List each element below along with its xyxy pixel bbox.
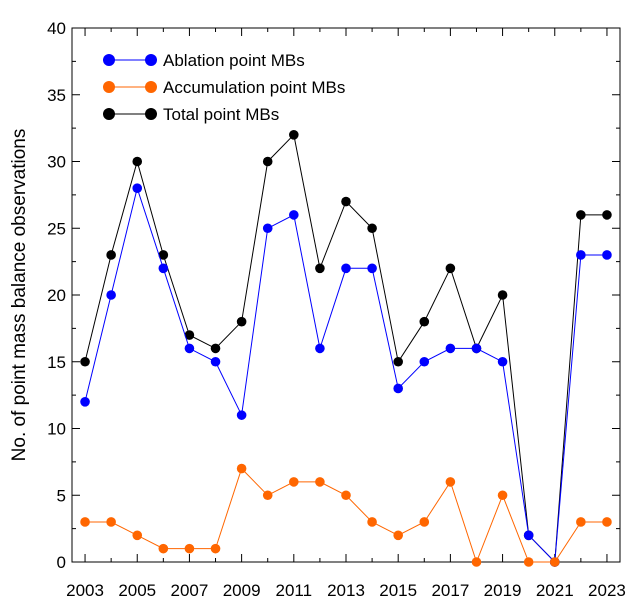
data-point <box>576 250 586 260</box>
data-point <box>184 543 195 554</box>
x-axis: 2003 2005 2007 2009 2011 2013 2015 2017 2019 2021… <box>66 28 626 600</box>
data-point <box>341 263 351 274</box>
legend-marker <box>145 54 157 66</box>
data-point <box>602 210 612 220</box>
data-point <box>132 156 143 167</box>
legend: Ablation point MBs Accumulation point MBs… <box>103 51 345 124</box>
x-tick-label: 2015 <box>379 581 417 600</box>
x-tick-label: 2003 <box>66 581 104 600</box>
data-point <box>523 530 534 541</box>
data-point <box>158 263 169 274</box>
data-point <box>419 316 430 327</box>
data-point <box>80 397 90 407</box>
series-layer <box>80 130 612 567</box>
x-tick-label: 2005 <box>118 581 156 600</box>
data-point <box>80 356 90 367</box>
series-line <box>84 186 607 564</box>
legend-marker <box>103 81 115 93</box>
data-point <box>236 463 247 474</box>
data-point <box>289 130 299 140</box>
data-point <box>471 343 482 354</box>
data-point <box>497 490 508 501</box>
data-point <box>315 343 325 354</box>
y-tick-label: 0 <box>57 553 66 572</box>
data-point <box>132 183 143 193</box>
data-point <box>549 557 560 567</box>
data-point <box>289 477 299 487</box>
data-point <box>576 517 586 527</box>
legend-label: Ablation point MBs <box>163 51 305 70</box>
data-point <box>445 343 456 354</box>
data-point <box>445 263 456 274</box>
y-axis: 0 5 10 15 20 25 30 35 40 <box>47 19 620 572</box>
data-point <box>367 263 377 274</box>
data-point <box>106 290 116 300</box>
x-tick-label: 2009 <box>223 581 261 600</box>
data-point <box>158 543 169 554</box>
legend-label: Accumulation point MBs <box>163 78 345 97</box>
legend-label: Total point MBs <box>163 105 279 124</box>
y-tick-label: 5 <box>57 486 66 505</box>
legend-marker <box>145 81 157 93</box>
data-point <box>132 530 143 541</box>
data-point <box>471 557 482 567</box>
data-point <box>106 250 116 260</box>
data-point <box>367 517 377 527</box>
data-point <box>80 517 90 527</box>
x-tick-label: 2021 <box>536 581 574 600</box>
x-tick-label: 2013 <box>327 581 365 600</box>
data-point <box>523 557 534 567</box>
x-tick-label: 2019 <box>484 581 522 600</box>
data-point <box>341 490 351 501</box>
data-point <box>576 210 586 220</box>
y-tick-label: 30 <box>47 153 66 172</box>
data-point <box>367 223 377 234</box>
legend-marker <box>103 54 115 66</box>
y-tick-label: 25 <box>47 219 66 238</box>
data-point <box>602 250 612 260</box>
data-point <box>262 223 273 234</box>
y-tick-label: 10 <box>47 420 66 439</box>
data-point <box>106 517 116 527</box>
data-point <box>262 490 273 501</box>
x-tick-label: 2017 <box>431 581 469 600</box>
data-point <box>210 543 221 554</box>
y-tick-label: 15 <box>47 353 66 372</box>
y-tick-label: 35 <box>47 86 66 105</box>
data-point <box>236 316 247 327</box>
data-point <box>184 343 195 354</box>
x-tick-label: 2023 <box>588 581 626 600</box>
data-point <box>393 530 403 541</box>
data-point <box>419 517 430 527</box>
data-point <box>236 410 247 420</box>
legend-marker <box>145 108 157 120</box>
legend-marker <box>103 108 115 120</box>
data-point <box>341 196 351 207</box>
data-point <box>262 156 273 167</box>
x-tick-label: 2007 <box>171 581 209 600</box>
data-point <box>315 263 325 274</box>
data-point <box>393 356 403 367</box>
data-point <box>210 356 221 367</box>
data-point <box>445 477 456 487</box>
data-point <box>315 477 325 487</box>
x-tick-label: 2011 <box>276 581 313 600</box>
data-point <box>602 517 612 527</box>
data-point <box>184 330 195 340</box>
data-point <box>210 343 221 354</box>
data-point <box>289 210 299 220</box>
y-tick-label: 40 <box>47 19 66 38</box>
data-point <box>158 250 169 260</box>
y-tick-label: 20 <box>47 286 66 305</box>
data-point <box>497 290 508 300</box>
data-point <box>393 383 403 394</box>
plot-frame <box>71 27 621 563</box>
y-axis-title: No. of point mass balance observations <box>9 129 30 462</box>
data-point <box>419 356 430 367</box>
data-point <box>497 356 508 367</box>
